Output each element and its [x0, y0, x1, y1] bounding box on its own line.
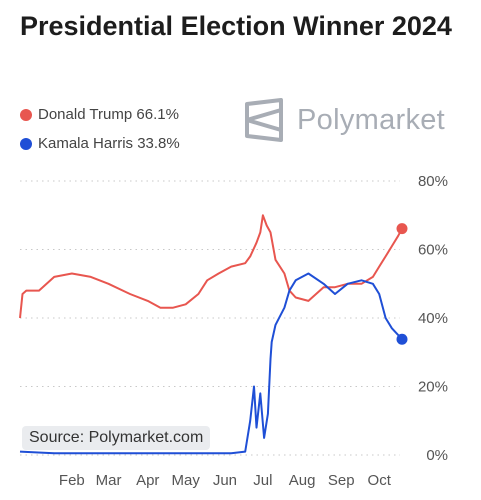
polymarket-logo-icon [245, 98, 283, 142]
x-tick-label: Feb [59, 472, 85, 489]
y-tick-label: 20% [418, 379, 448, 396]
polymarket-logo: Polymarket [243, 98, 445, 142]
legend-label-trump: Donald Trump 66.1% [38, 106, 179, 123]
x-tick-label: Jul [253, 472, 272, 489]
legend-item-trump: Donald Trump 66.1% [20, 100, 180, 129]
legend-dot-harris [20, 137, 32, 150]
x-tick-label: May [172, 472, 201, 489]
legend-item-harris: Kamala Harris 33.8% [20, 129, 180, 158]
legend-dot-trump [20, 108, 32, 121]
legend-label-harris: Kamala Harris 33.8% [38, 135, 180, 152]
series-end-dot-kamala-harris [396, 333, 408, 345]
y-tick-label: 0% [426, 447, 448, 464]
y-tick-label: 80% [418, 173, 448, 190]
x-tick-label: Mar [96, 472, 122, 489]
x-tick-label: Apr [136, 472, 159, 489]
page-title: Presidential Election Winner 2024 [20, 11, 452, 41]
series-line-donald-trump [19, 214, 403, 319]
y-tick-label: 40% [418, 310, 448, 327]
y-tick-label: 60% [418, 242, 448, 259]
x-tick-label: Jun [213, 472, 237, 489]
series-end-dot-donald-trump [396, 223, 408, 235]
x-tick-label: Sep [328, 472, 355, 489]
series-line-kamala-harris [19, 272, 403, 455]
x-tick-label: Oct [368, 472, 392, 489]
x-tick-label: Aug [289, 472, 316, 489]
polymarket-logo-text: Polymarket [297, 103, 446, 136]
chart-legend: Donald Trump 66.1% Kamala Harris 33.8% [20, 100, 180, 158]
source-label: Source: Polymarket.com [22, 426, 211, 450]
